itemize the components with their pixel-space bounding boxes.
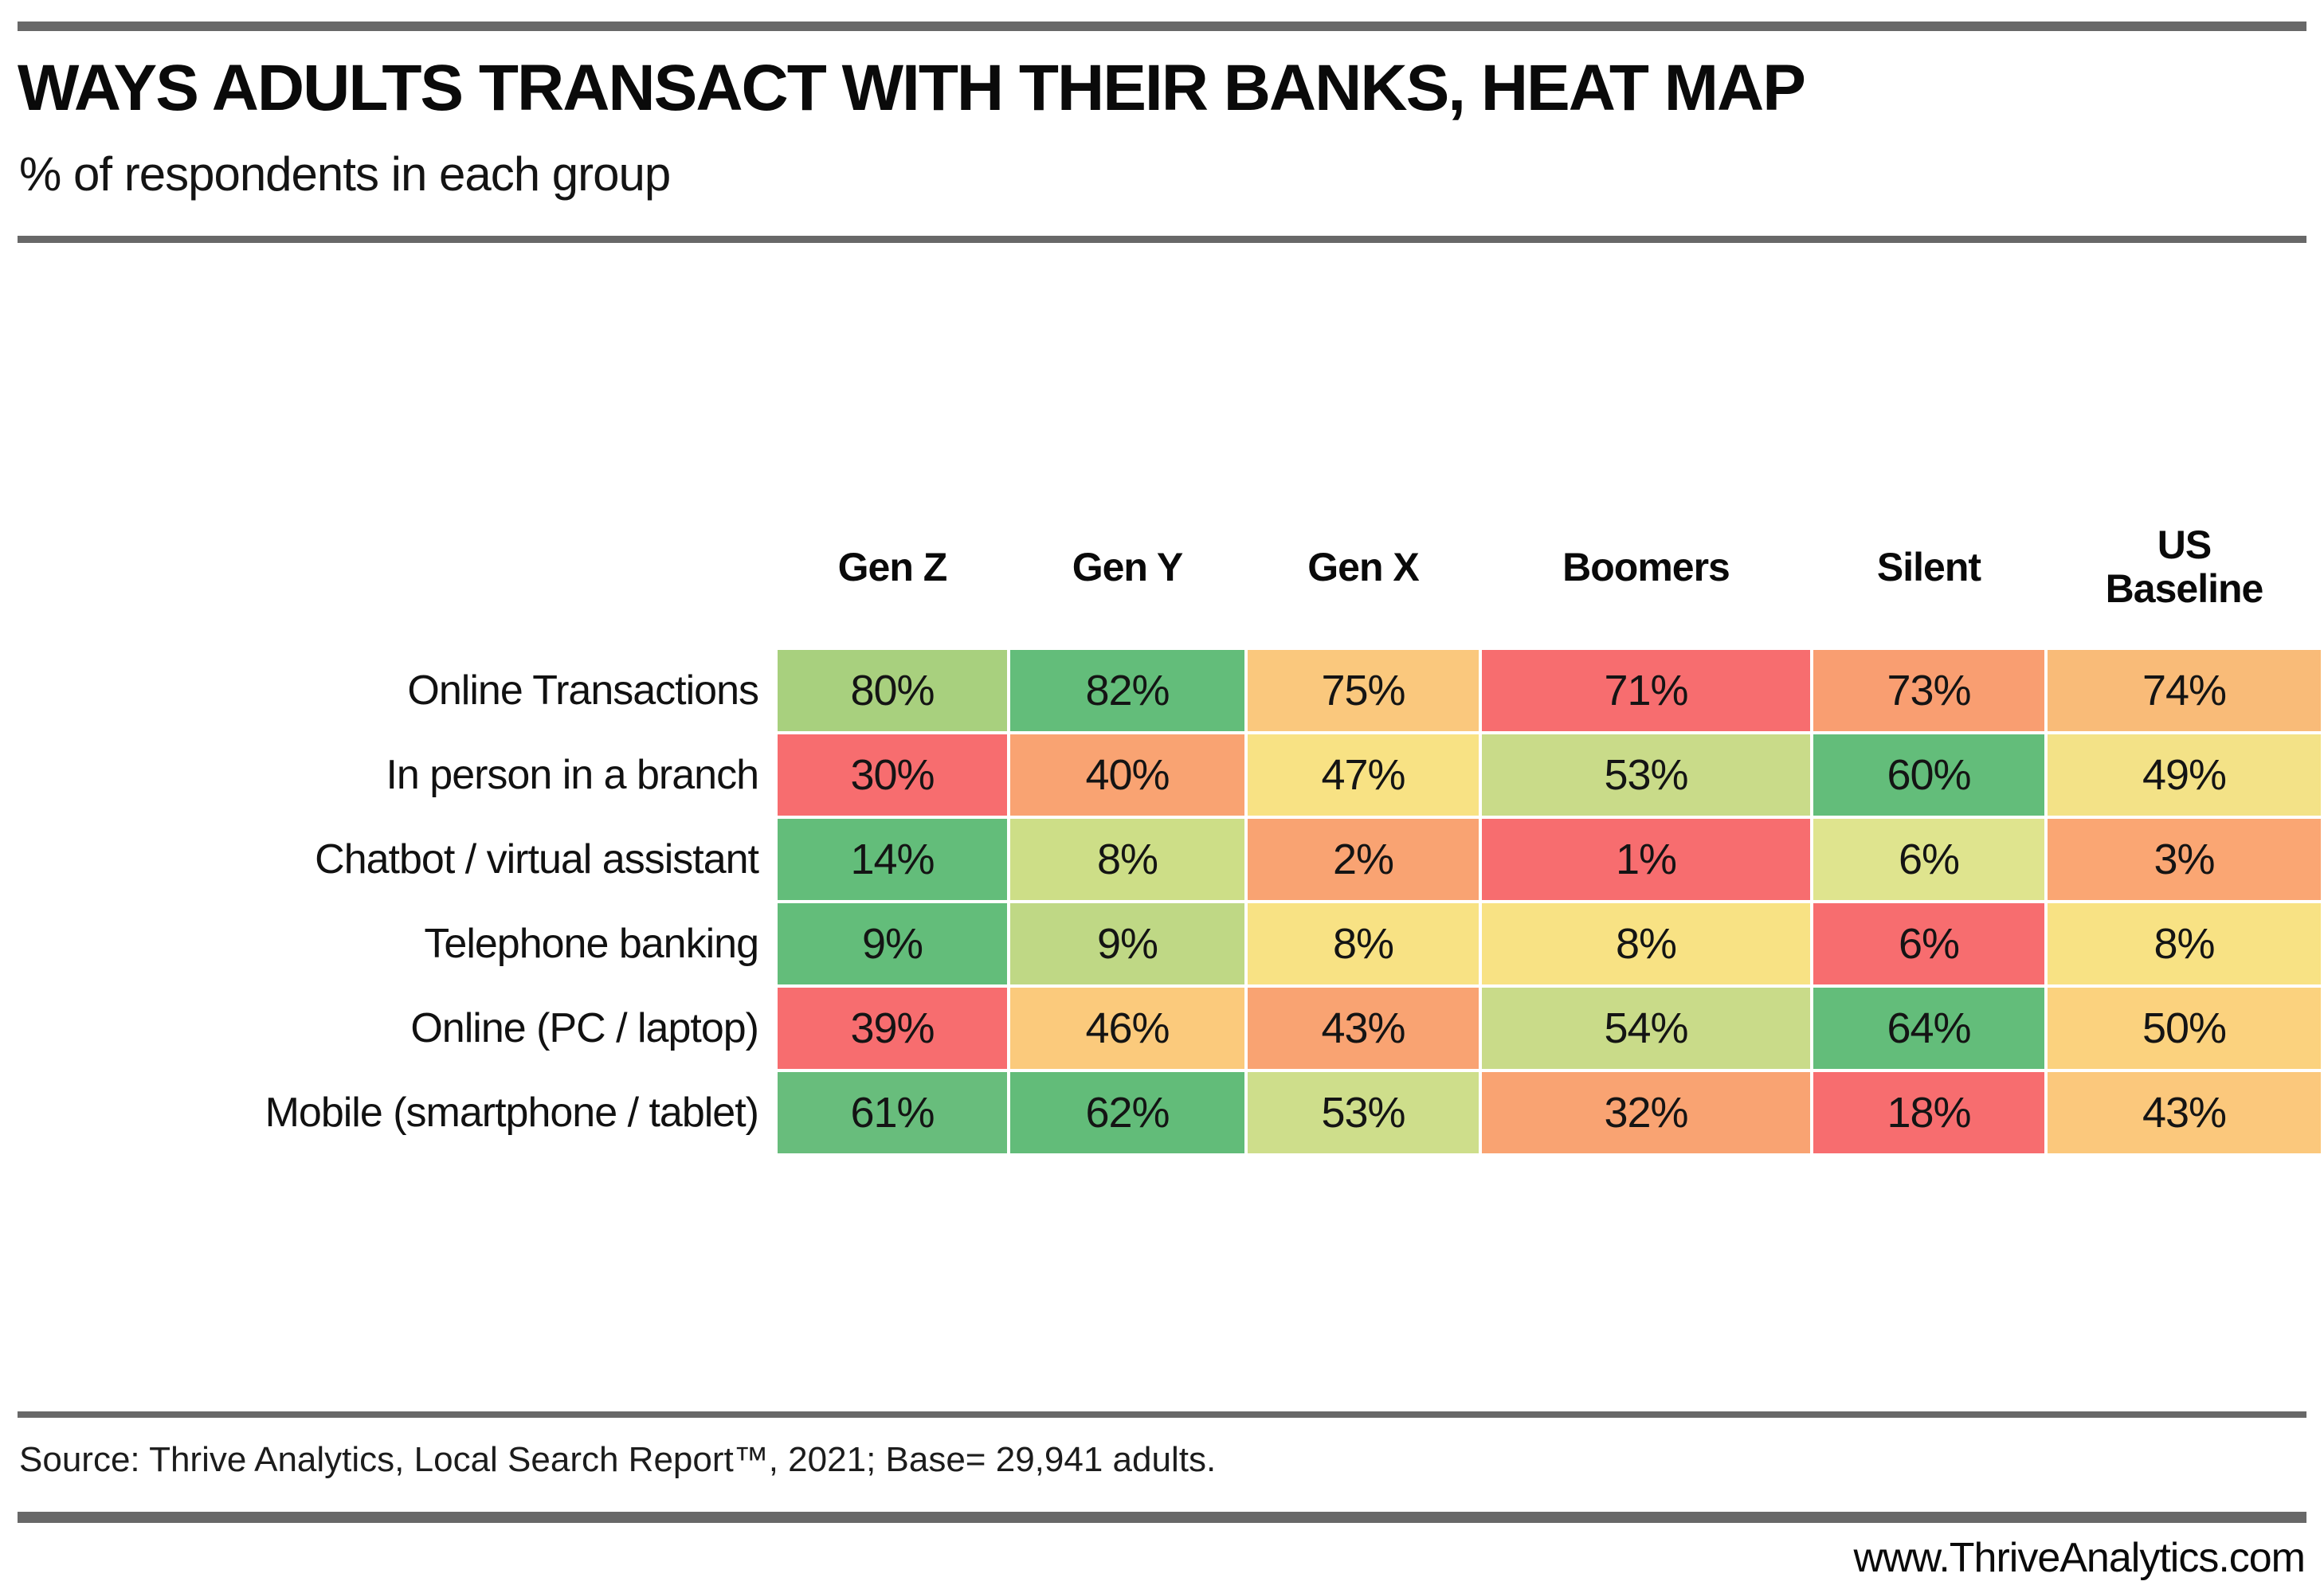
heatmap-cell: 6% [1813, 819, 2044, 900]
heatmap-table: Gen Z Gen Y Gen X Boomers Silent US Baseline O… [18, 487, 2321, 1153]
heatmap-cell: 14% [778, 819, 1007, 900]
heatmap-cell: 8% [1010, 819, 1244, 900]
heatmap-cell: 43% [2048, 1072, 2321, 1153]
heatmap-cell: 2% [1248, 819, 1479, 900]
heatmap-cell: 60% [1813, 734, 2044, 816]
heatmap-cell: 1% [1482, 819, 1810, 900]
heatmap-cell: 47% [1248, 734, 1479, 816]
heatmap-cell: 80% [778, 650, 1007, 731]
heatmap-cell: 18% [1813, 1072, 2044, 1153]
heatmap-cell: 61% [778, 1072, 1007, 1153]
heatmap-cell: 71% [1482, 650, 1810, 731]
heatmap-cell: 8% [1482, 903, 1810, 984]
heatmap-cell: 43% [1248, 988, 1479, 1069]
heatmap-cell: 9% [1010, 903, 1244, 984]
page-title: WAYS ADULTS TRANSACT WITH THEIR BANKS, H… [18, 52, 1806, 124]
footer-accent-bar [18, 1512, 2306, 1523]
column-header: Gen Y [1072, 544, 1184, 589]
row-label: Telephone banking [424, 921, 759, 967]
heatmap-cell: 8% [2048, 903, 2321, 984]
heatmap-cell: 32% [1482, 1072, 1810, 1153]
header-spacer [18, 487, 774, 647]
column-header: Silent [1876, 544, 1981, 589]
column-header: Boomers [1562, 544, 1730, 589]
heatmap-cell: 30% [778, 734, 1007, 816]
row-label: Online Transactions [407, 667, 759, 714]
column-header: US Baseline [2105, 523, 2264, 611]
heatmap-cell: 62% [1010, 1072, 1244, 1153]
top-accent-bar [18, 22, 2306, 31]
heatmap-cell: 3% [2048, 819, 2321, 900]
heatmap-cell: 82% [1010, 650, 1244, 731]
heatmap-cell: 74% [2048, 650, 2321, 731]
row-label: In person in a branch [386, 752, 759, 798]
heatmap-cell: 8% [1248, 903, 1479, 984]
heatmap-cell: 53% [1482, 734, 1810, 816]
row-label: Online (PC / laptop) [410, 1005, 759, 1051]
heatmap-cell: 9% [778, 903, 1007, 984]
row-label: Chatbot / virtual assistant [315, 836, 759, 883]
row-label: Mobile (smartphone / tablet) [265, 1090, 759, 1136]
heatmap-cell: 73% [1813, 650, 2044, 731]
heatmap-cell: 49% [2048, 734, 2321, 816]
heatmap-cell: 64% [1813, 988, 2044, 1069]
page-subtitle: % of respondents in each group [19, 147, 671, 201]
footer-divider [18, 1411, 2306, 1418]
heatmap-cell: 54% [1482, 988, 1810, 1069]
website-link: www.ThriveAnalytics.com [1853, 1535, 2306, 1581]
header-divider [18, 236, 2306, 243]
column-header: Gen Z [837, 544, 948, 589]
heatmap-cell: 46% [1010, 988, 1244, 1069]
source-note: Source: Thrive Analytics, Local Search R… [19, 1440, 1217, 1479]
heatmap-cell: 40% [1010, 734, 1244, 816]
column-header: Gen X [1307, 544, 1419, 589]
heatmap-cell: 6% [1813, 903, 2044, 984]
heatmap-cell: 75% [1248, 650, 1479, 731]
heatmap-cell: 39% [778, 988, 1007, 1069]
heatmap-cell: 50% [2048, 988, 2321, 1069]
heatmap-cell: 53% [1248, 1072, 1479, 1153]
